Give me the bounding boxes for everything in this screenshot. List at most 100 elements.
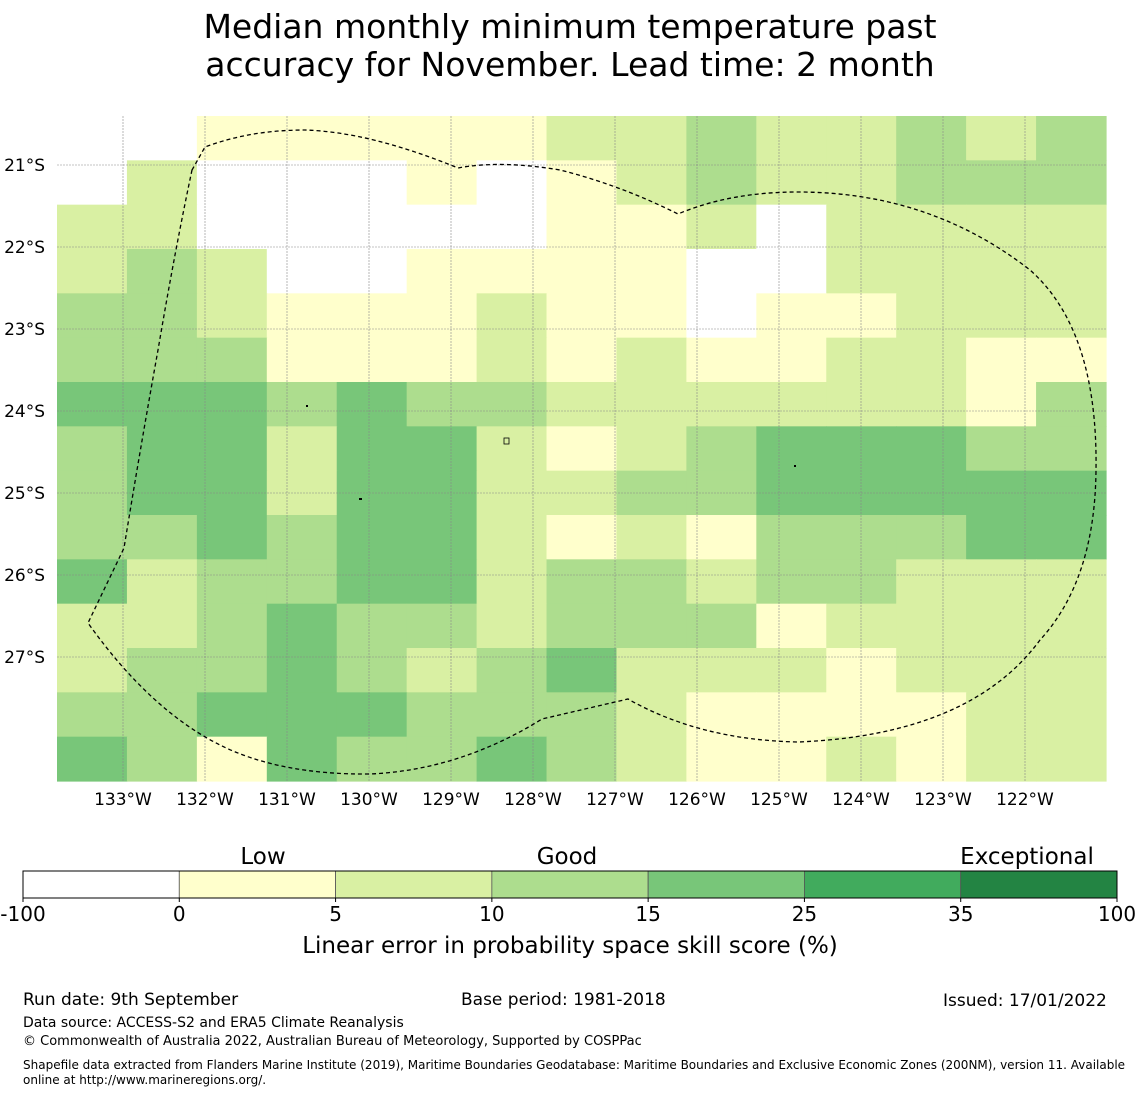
skill-cell xyxy=(826,736,897,782)
skill-cell xyxy=(476,116,548,161)
skill-cell xyxy=(826,249,897,294)
skill-cell xyxy=(126,515,198,560)
skill-cell xyxy=(896,515,967,560)
skill-cell xyxy=(896,249,967,294)
skill-cell xyxy=(196,559,268,605)
skill-cell xyxy=(896,382,967,427)
skill-cell xyxy=(1036,160,1107,206)
skill-cell xyxy=(126,736,198,782)
skill-cell xyxy=(1036,692,1107,738)
skill-cell xyxy=(57,116,128,161)
skill-cell xyxy=(966,249,1037,294)
skill-cell xyxy=(826,648,897,693)
skill-cell xyxy=(756,426,827,472)
colorbar-segment xyxy=(22,870,180,899)
skill-cell xyxy=(476,249,548,294)
longitude-label: 125°W xyxy=(750,790,808,810)
skill-cell xyxy=(266,249,338,294)
latitude-label: 24°S xyxy=(4,402,45,422)
shapefile-line-2: online at http://www.marineregions.org/. xyxy=(23,1073,267,1087)
skill-cell xyxy=(476,337,548,383)
skill-cell xyxy=(966,382,1037,427)
colorbar-tick-label: -100 xyxy=(0,902,45,926)
skill-cell xyxy=(756,204,827,250)
skill-cell xyxy=(476,736,548,782)
skill-cell xyxy=(476,692,548,738)
skill-cell xyxy=(1036,603,1107,649)
skill-cell xyxy=(126,160,198,206)
skill-cell xyxy=(336,692,408,738)
skill-cell xyxy=(406,116,478,161)
skill-cell xyxy=(616,515,687,560)
base-period: Base period: 1981-2018 xyxy=(461,990,666,1010)
skill-cell xyxy=(966,603,1037,649)
skill-cell xyxy=(826,160,897,206)
skill-cell xyxy=(126,382,198,427)
colorbar-tick-label: 100 xyxy=(1098,902,1136,926)
skill-cell xyxy=(546,337,618,383)
skill-cell xyxy=(57,515,128,560)
skill-cell xyxy=(896,692,967,738)
skill-cell xyxy=(57,648,128,693)
skill-cell xyxy=(546,426,618,472)
skill-cell xyxy=(57,293,128,339)
skill-cell xyxy=(57,559,128,605)
skill-cell xyxy=(406,204,478,250)
skill-cell xyxy=(336,603,408,649)
skill-cell xyxy=(406,559,478,605)
colorbar-segment xyxy=(335,870,493,899)
longitude-label: 122°W xyxy=(996,790,1054,810)
skill-cell xyxy=(476,204,548,250)
skill-cell xyxy=(1036,116,1107,161)
skill-cell xyxy=(196,515,268,560)
skill-cell xyxy=(57,692,128,738)
skill-cell xyxy=(476,426,548,472)
skill-cell xyxy=(476,603,548,649)
skill-cell xyxy=(57,249,128,294)
skill-cell xyxy=(266,603,338,649)
skill-cell xyxy=(57,603,128,649)
skill-cell xyxy=(896,648,967,693)
colorbar-tick-label: 15 xyxy=(635,902,660,926)
skill-cell xyxy=(266,204,338,250)
skill-cell xyxy=(546,559,618,605)
skill-cell xyxy=(336,648,408,693)
longitude-label: 128°W xyxy=(504,790,562,810)
skill-cell xyxy=(476,382,548,427)
issued-date: Issued: 17/01/2022 xyxy=(943,991,1107,1011)
skill-cell xyxy=(1036,426,1107,472)
skill-cell xyxy=(826,293,897,339)
skill-cell xyxy=(196,204,268,250)
island-marker xyxy=(306,405,308,407)
skill-cell xyxy=(966,692,1037,738)
skill-cell xyxy=(896,603,967,649)
skill-cell xyxy=(266,515,338,560)
skill-cell xyxy=(616,603,687,649)
colorbar-frame xyxy=(22,870,1118,899)
skill-cell xyxy=(686,116,757,161)
skill-cell xyxy=(686,160,757,206)
skill-cell xyxy=(57,382,128,427)
skill-cell xyxy=(196,603,268,649)
longitude-label: 123°W xyxy=(914,790,972,810)
skill-cell xyxy=(266,293,338,339)
skill-cell xyxy=(546,515,618,560)
skill-cell xyxy=(196,293,268,339)
colorbar-tick-label: 5 xyxy=(329,902,342,926)
skill-cell xyxy=(406,249,478,294)
skill-cell xyxy=(406,692,478,738)
skill-cell xyxy=(756,337,827,383)
skill-cell xyxy=(196,382,268,427)
skill-cell xyxy=(126,559,198,605)
skill-cell xyxy=(756,559,827,605)
skill-cell xyxy=(1036,559,1107,605)
skill-cell xyxy=(406,337,478,383)
skill-cell xyxy=(826,382,897,427)
skill-cell xyxy=(57,337,128,383)
category-label-exceptional: Exceptional xyxy=(960,844,1094,870)
skill-cell xyxy=(616,160,687,206)
skill-cell xyxy=(126,603,198,649)
skill-cell xyxy=(966,426,1037,472)
skill-cell xyxy=(476,293,548,339)
